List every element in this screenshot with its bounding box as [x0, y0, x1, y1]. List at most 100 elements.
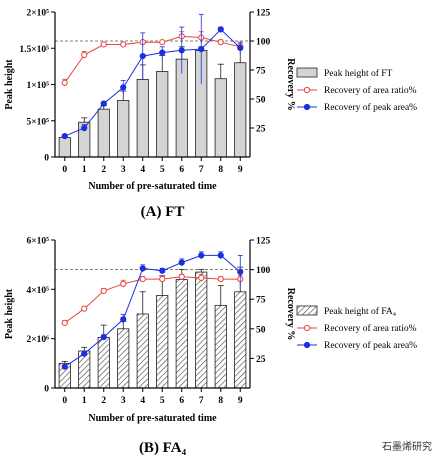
y-tick-label: 0	[44, 385, 49, 395]
bar-peak-height	[117, 328, 130, 389]
legend-label-peak-area: Recovery of peak area%	[324, 340, 417, 351]
y-tick-label: 5×10⁵	[26, 117, 49, 127]
x-tick-label: 3	[121, 396, 126, 406]
x-tick-label: 1	[82, 396, 87, 406]
bar-peak-height	[136, 79, 149, 158]
y2-tick-label: 25	[256, 355, 266, 365]
y-tick-label: 2×10⁶	[26, 335, 49, 345]
bar-peak-height	[58, 137, 71, 158]
panel-title: (A) FT	[141, 204, 185, 220]
bar-peak-height	[117, 100, 130, 158]
point-area-ratio	[217, 39, 224, 46]
point-area-ratio	[100, 287, 107, 295]
y2-axis-label: Recovery %	[285, 58, 296, 110]
bar-peak-height	[156, 295, 169, 389]
point-peak-area	[61, 133, 68, 140]
point-peak-area	[237, 268, 244, 276]
y-tick-label: 1.5×10⁵	[19, 45, 49, 55]
bar-peak-height	[195, 271, 208, 389]
legend-label-area-ratio: Recovery of area ratio%	[324, 85, 417, 96]
point-peak-area	[81, 350, 88, 357]
y-axis-label: Peak height	[4, 59, 15, 110]
series-line-peak-area	[64, 254, 241, 368]
point-area-ratio	[159, 39, 166, 46]
y-tick-label: 6×10⁵	[26, 237, 49, 247]
bar-peak-height	[97, 108, 110, 158]
point-area-ratio	[61, 319, 68, 326]
x-tick-label: 5	[160, 165, 165, 175]
point-area-ratio	[120, 280, 127, 287]
point-area-ratio	[178, 273, 185, 280]
point-peak-area	[100, 100, 107, 107]
y2-tick-label: 50	[256, 325, 266, 335]
x-tick-label: 9	[238, 165, 243, 175]
y-tick-label: 1×10⁵	[26, 81, 49, 91]
y2-axis-label: Recovery %	[285, 288, 296, 340]
x-tick-label: 8	[218, 396, 223, 406]
legend-label-peak-area: Recovery of peak area%	[324, 102, 417, 113]
bar-peak-height	[234, 62, 247, 158]
point-peak-area	[217, 252, 224, 259]
x-tick-label: 2	[101, 165, 106, 175]
legend-swatch-bar	[296, 67, 318, 78]
y2-tick-label: 100	[256, 266, 271, 276]
panel-fa4: 0 2×10⁶ 4×10⁵ 6×10⁵ 25 50 75 100 125 0 1 2 3 4 5 6 7 8 9 Pe…	[4, 237, 417, 457]
x-tick-label: 6	[179, 165, 184, 175]
x-tick-label: 4	[140, 165, 145, 175]
bar-peak-height	[175, 279, 188, 389]
point-area-ratio	[120, 41, 127, 48]
point-peak-area	[120, 84, 127, 91]
point-area-ratio	[61, 79, 68, 86]
point-peak-area	[120, 316, 127, 323]
x-tick-label: 2	[101, 396, 106, 406]
x-tick-label: 3	[121, 165, 126, 175]
x-tick-label: 0	[62, 165, 67, 175]
x-tick-label: 7	[199, 165, 204, 175]
legend-swatch-marker	[303, 86, 311, 94]
x-axis-label: Number of pre-saturated time	[88, 413, 217, 424]
point-peak-area	[198, 46, 205, 53]
point-area-ratio	[198, 274, 205, 281]
point-peak-area	[159, 49, 166, 56]
y-tick-label: 4×10⁵	[26, 286, 49, 296]
point-area-ratio	[217, 275, 224, 283]
x-tick-label: 4	[140, 396, 145, 406]
legend-swatch-marker	[303, 341, 311, 349]
legend-swatch-marker	[303, 103, 311, 111]
panel-title: (B) FA₄	[139, 440, 187, 456]
series-line-area-ratio	[64, 35, 241, 84]
point-peak-area	[81, 124, 88, 132]
legend-swatch-marker	[303, 324, 311, 332]
bar-peak-height	[136, 313, 149, 389]
series-line-area-ratio	[64, 276, 241, 324]
point-area-ratio	[159, 275, 166, 283]
x-tick-label: 0	[62, 396, 67, 406]
x-tick-label: 7	[199, 396, 204, 406]
y2-tick-label: 125	[256, 237, 271, 247]
bar-peak-height	[156, 71, 169, 158]
point-peak-area	[61, 363, 68, 370]
point-peak-area	[217, 26, 224, 33]
point-peak-area	[139, 265, 146, 272]
y2-tick-label: 75	[256, 296, 266, 306]
x-tick-label: 9	[238, 396, 243, 406]
legend-swatch-bar	[296, 305, 318, 316]
y-tick-label: 0	[44, 154, 49, 164]
point-peak-area	[139, 52, 146, 60]
point-peak-area	[100, 333, 107, 341]
x-tick-label: 1	[82, 165, 87, 175]
point-peak-area	[159, 267, 166, 274]
legend-label-bar: Peak height of FT	[324, 68, 393, 79]
legend-label-area-ratio: Recovery of area ratio%	[324, 323, 417, 334]
point-peak-area	[198, 252, 205, 259]
y-tick-label: 2×10⁵	[26, 9, 49, 19]
point-peak-area	[178, 259, 185, 266]
x-axis-label: Number of pre-saturated time	[88, 181, 217, 192]
bar-peak-height	[175, 58, 188, 158]
x-tick-label: 5	[160, 396, 165, 406]
x-tick-label: 8	[218, 165, 223, 175]
x-tick-label: 6	[179, 396, 184, 406]
bar-peak-height	[97, 337, 110, 389]
